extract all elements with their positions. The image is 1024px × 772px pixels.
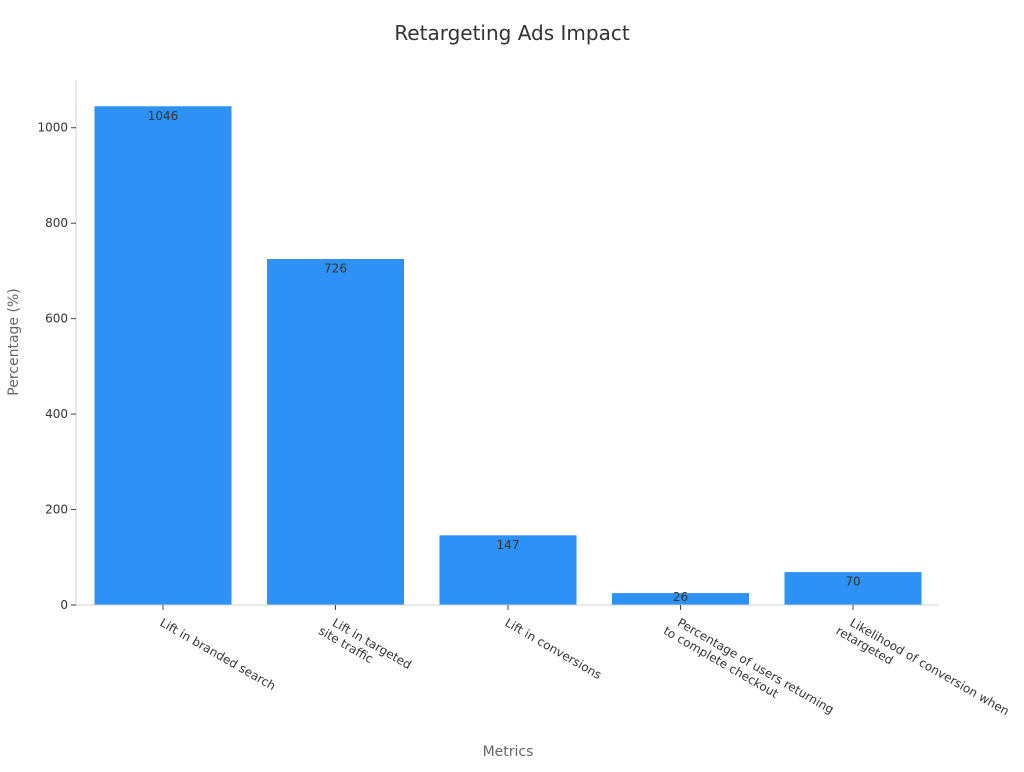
x-tick-label-4: Percentage of users returningto complete… xyxy=(661,611,836,728)
bar-5 xyxy=(783,571,923,606)
x-tick-label-5: Likelihood of conversion whenretargeted xyxy=(834,611,1012,730)
y-tick-label-2: 200 xyxy=(45,503,68,517)
x-tick-label-3: Lift in conversions xyxy=(503,615,604,682)
bar-2 xyxy=(266,258,405,606)
data-label-4: 26 xyxy=(673,590,688,604)
bar-3 xyxy=(438,534,578,606)
x-axis-title: Metrics xyxy=(483,744,534,760)
data-label-2: 726 xyxy=(324,262,347,276)
svg-text:Likelihood of conversion whenr: Likelihood of conversion whenretargeted xyxy=(834,611,1012,730)
y-tick-label-4: 600 xyxy=(45,312,68,326)
chart-title: Retargeting Ads Impact xyxy=(394,21,630,45)
svg-text:Lift in conversions: Lift in conversions xyxy=(503,615,604,682)
y-tick-label-6: 1000 xyxy=(37,121,68,135)
data-label-1: 1046 xyxy=(148,109,179,123)
y-axis-title: Percentage (%) xyxy=(6,288,22,395)
bars-group xyxy=(93,105,923,606)
bar-1 xyxy=(93,105,233,606)
svg-text:Percentage of users returningt: Percentage of users returningto complete… xyxy=(661,611,836,728)
x-tick-label-2: Lift in targetedsite traffic xyxy=(316,611,414,684)
y-tick-label-3: 400 xyxy=(45,407,68,421)
data-labels-group: 1046 726 147 26 70 xyxy=(148,109,861,604)
data-label-3: 147 xyxy=(497,538,520,552)
svg-text:Lift in branded search: Lift in branded search xyxy=(158,615,279,693)
x-tick-label-1: Lift in branded search xyxy=(158,615,279,693)
y-tick-label-5: 800 xyxy=(45,216,68,230)
data-label-5: 70 xyxy=(845,575,860,589)
y-tick-label-1: 0 xyxy=(60,598,68,612)
svg-text:Lift in targetedsite traffic: Lift in targetedsite traffic xyxy=(316,611,414,684)
